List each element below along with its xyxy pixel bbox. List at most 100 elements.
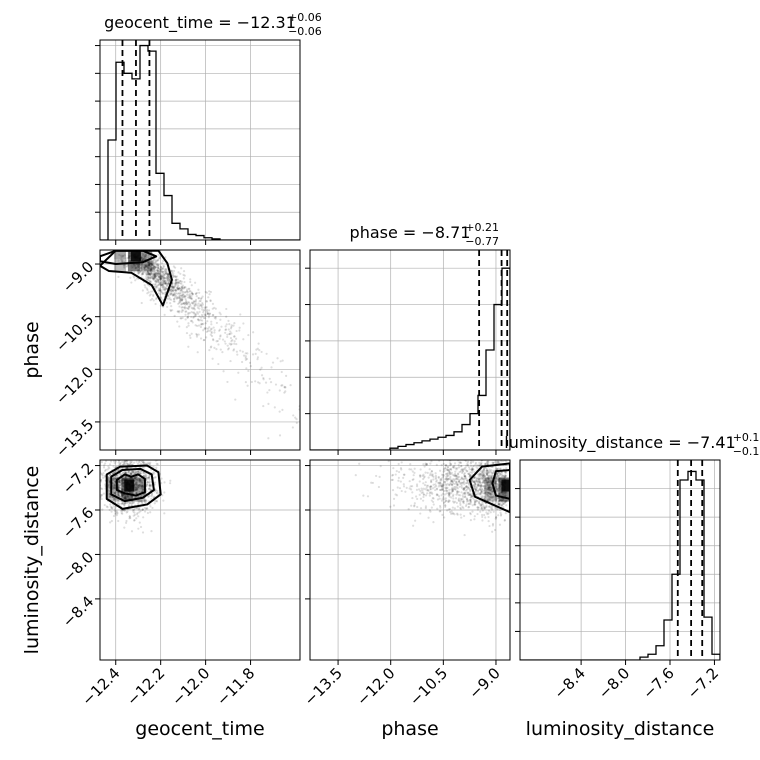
sample-point xyxy=(153,273,156,276)
sample-point xyxy=(164,276,167,279)
sample-point xyxy=(149,273,152,276)
sample-point xyxy=(494,467,498,470)
sample-point xyxy=(130,470,134,473)
sample-point xyxy=(145,477,148,480)
sample-point xyxy=(109,521,112,524)
sample-point xyxy=(489,492,492,496)
sample-point xyxy=(205,291,208,294)
sample-point xyxy=(141,486,144,489)
sample-point xyxy=(136,462,140,465)
sample-point xyxy=(154,276,157,279)
sample-point xyxy=(430,485,433,488)
sample-point xyxy=(155,266,158,269)
sample-point xyxy=(202,322,205,325)
sample-point xyxy=(156,463,159,466)
sample-point xyxy=(160,276,163,279)
sample-point xyxy=(479,481,482,485)
sample-point xyxy=(120,511,123,514)
sample-point xyxy=(446,465,450,468)
sample-point xyxy=(455,490,459,493)
sample-point xyxy=(194,315,197,318)
sample-point xyxy=(463,487,466,490)
density-peak xyxy=(501,479,510,492)
sample-point xyxy=(136,456,138,458)
sample-point xyxy=(480,507,483,510)
sample-point xyxy=(437,495,441,498)
sample-point xyxy=(147,261,150,264)
sample-point xyxy=(108,508,111,512)
sample-point xyxy=(496,474,499,477)
sample-point xyxy=(422,477,425,481)
sample-point xyxy=(491,499,494,502)
sample-point xyxy=(504,475,507,478)
sample-point xyxy=(452,478,455,481)
sample-point xyxy=(273,406,276,409)
sample-point xyxy=(498,503,501,506)
sample-point xyxy=(162,285,166,288)
sample-point xyxy=(174,275,178,279)
sample-point xyxy=(147,278,150,281)
sample-point xyxy=(448,484,451,487)
sample-point xyxy=(152,272,156,275)
sample-point xyxy=(119,485,122,488)
sample-point xyxy=(190,332,193,335)
sample-point xyxy=(465,481,469,485)
sample-point xyxy=(134,476,137,480)
sample-point xyxy=(455,480,458,483)
sample-point xyxy=(170,304,173,308)
sample-point xyxy=(183,285,186,289)
sample-point xyxy=(429,462,432,465)
sample-point xyxy=(158,289,161,293)
sample-point xyxy=(448,462,452,465)
sample-point xyxy=(113,505,116,508)
x-tick-label: −12.2 xyxy=(123,664,168,709)
sample-point xyxy=(500,503,504,506)
sample-point xyxy=(494,481,497,485)
sample-point xyxy=(180,287,183,290)
sample-point xyxy=(138,511,141,514)
sample-point xyxy=(140,301,143,305)
sample-point xyxy=(467,493,470,497)
sample-point xyxy=(94,490,96,492)
sample-point xyxy=(117,492,120,495)
sample-point xyxy=(172,285,175,288)
sample-point xyxy=(447,500,450,503)
sample-point xyxy=(414,519,417,522)
sample-point xyxy=(137,502,140,505)
sample-point xyxy=(170,285,174,288)
sample-point xyxy=(448,451,450,453)
sample-point xyxy=(469,511,472,515)
sample-point xyxy=(428,494,431,497)
sample-point xyxy=(153,266,156,269)
sample-point xyxy=(137,515,140,518)
sample-point xyxy=(140,478,143,481)
sample-point xyxy=(480,487,484,491)
sample-point xyxy=(446,466,449,469)
sample-point xyxy=(480,495,483,498)
sample-point xyxy=(459,502,462,505)
sample-point xyxy=(375,474,378,478)
sample-point xyxy=(159,281,162,285)
sample-point xyxy=(453,478,456,481)
sample-point xyxy=(142,471,145,474)
sample-point xyxy=(481,472,485,475)
sample-point xyxy=(150,272,153,276)
sample-point xyxy=(121,255,125,258)
sample-point xyxy=(136,489,139,492)
sample-point xyxy=(480,472,483,475)
sample-point xyxy=(147,273,150,276)
sample-point xyxy=(115,514,118,517)
sample-point xyxy=(106,506,109,509)
sample-point xyxy=(138,477,141,480)
sample-point xyxy=(132,510,135,513)
sample-point xyxy=(117,493,120,497)
sample-point xyxy=(451,479,454,482)
sample-point xyxy=(209,346,212,349)
sample-point xyxy=(125,521,128,524)
sample-point xyxy=(203,338,206,342)
sample-point xyxy=(496,474,499,477)
sample-point xyxy=(200,304,203,307)
sample-point xyxy=(459,461,463,464)
sample-point xyxy=(148,262,151,265)
sample-point xyxy=(160,280,163,283)
